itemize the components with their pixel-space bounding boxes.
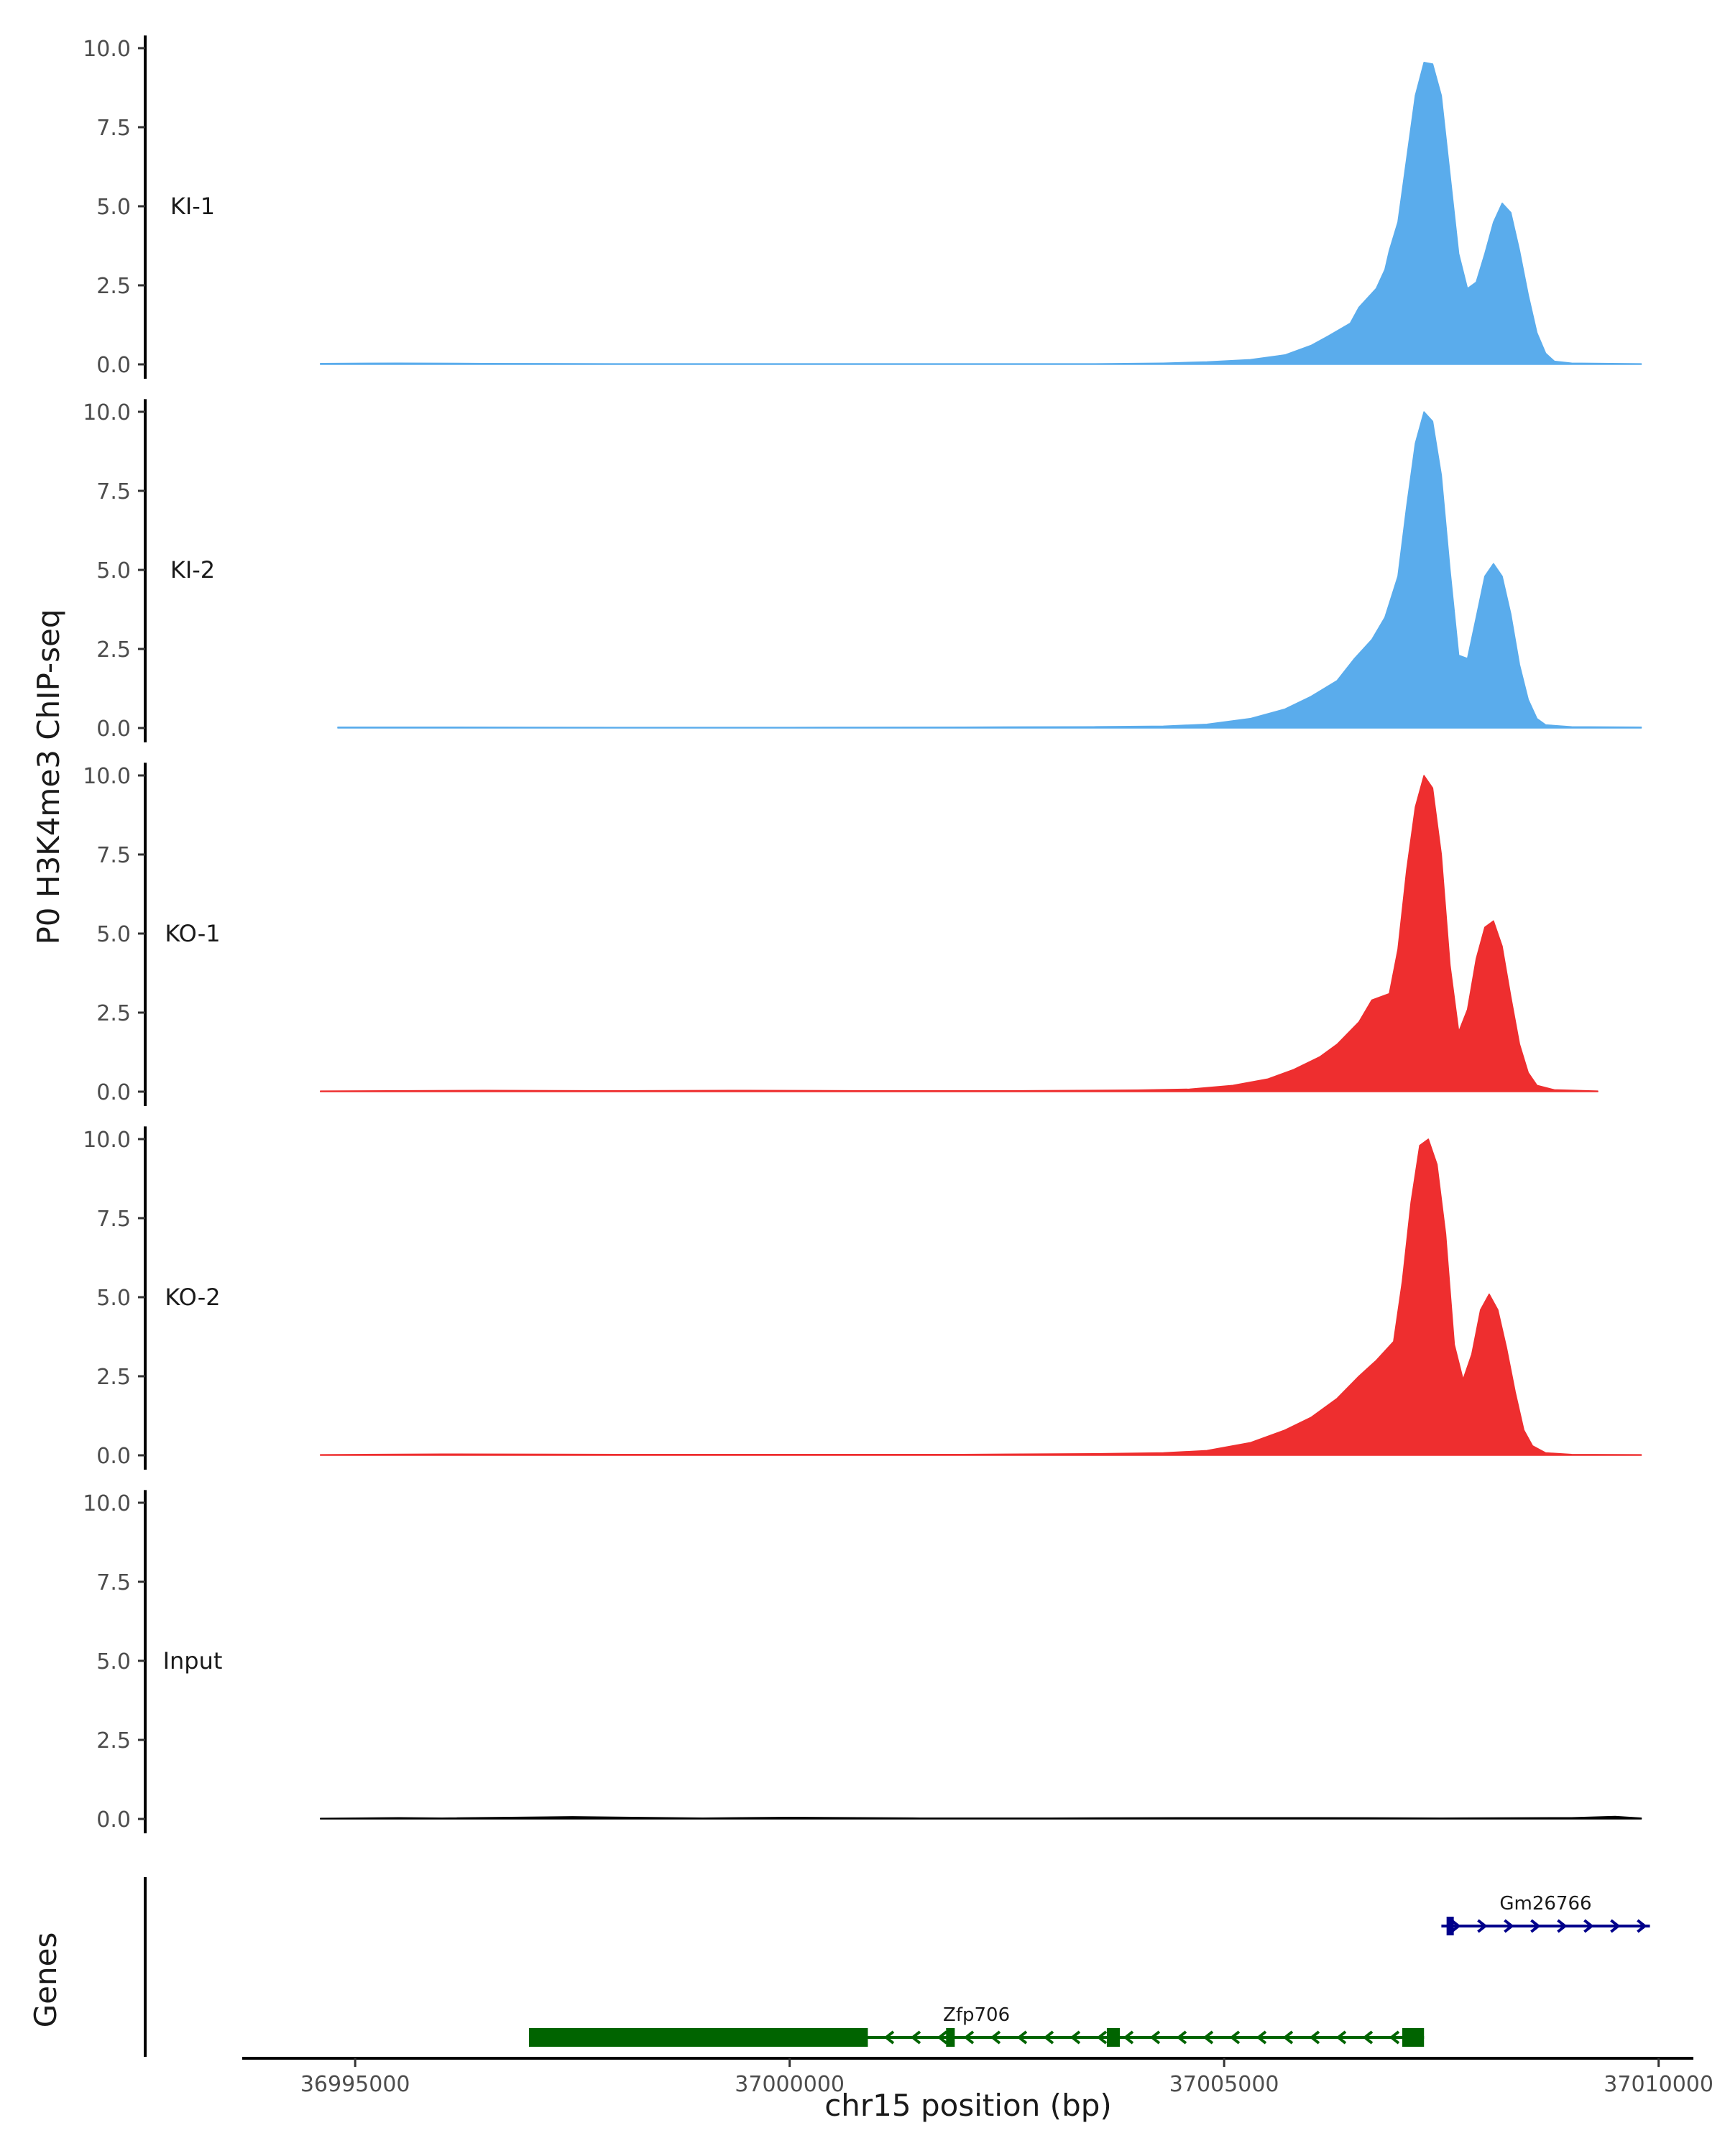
coverage-area-ko-1	[320, 775, 1598, 1092]
y-tick-label: 5.0	[96, 1286, 131, 1311]
y-tick-label: 10.0	[83, 1128, 131, 1153]
strand-arrow	[910, 2030, 921, 2045]
track-label: KI-1	[170, 193, 215, 220]
y-tick-label: 2.5	[96, 637, 131, 663]
track-ko-1: 0.0 2.5 5.0 7.5 10.0 KO-1	[83, 763, 1598, 1106]
x-axis-title: chr15 position (bp)	[824, 2088, 1112, 2123]
y-tick-label: 0.0	[96, 353, 131, 378]
track-label: KO-1	[165, 920, 220, 947]
gene-exon	[528, 2028, 868, 2047]
track-input: 0.0 2.5 5.0 7.5 10.0 Input	[83, 1490, 1642, 1833]
genes-panel: Genes Zfp706 Gm26766	[28, 1877, 1650, 2057]
x-axis: chr15 position (bp) 36995000 37000000 3700…	[242, 2057, 1714, 2123]
gene-zfp706: Zfp706	[528, 2004, 1425, 2047]
x-tick-label: 36995000	[300, 2072, 410, 2097]
y-tick-label: 7.5	[96, 116, 131, 141]
track-label: KI-2	[170, 556, 215, 584]
strand-arrow	[1557, 1919, 1568, 1933]
gene-label: Gm26766	[1499, 1893, 1591, 1915]
y-tick-label: 5.0	[96, 558, 131, 584]
y-tick-label: 2.5	[96, 1728, 131, 1754]
y-tick-label: 7.5	[96, 479, 131, 505]
strand-arrow	[1530, 1919, 1541, 1933]
strand-arrow	[1504, 1919, 1514, 1933]
y-tick-label: 10.0	[83, 1491, 131, 1516]
x-tick-label: 37010000	[1604, 2072, 1714, 2097]
track-ko-2: 0.0 2.5 5.0 7.5 10.0 KO-2	[83, 1126, 1642, 1470]
coverage-tracks: 0.0 2.5 5.0 7.5 10.0 KI-1 0.0 2.5 5.0 7.5 10.0 KI-2…	[83, 35, 1642, 1833]
strand-arrow	[1229, 2030, 1241, 2045]
strand-arrow	[1282, 2030, 1294, 2045]
strand-arrow	[963, 2030, 975, 2045]
strand-arrow	[1016, 2030, 1028, 2045]
y-tick-label: 10.0	[83, 764, 131, 789]
strand-arrow	[1450, 1919, 1461, 1933]
y-tick-label: 5.0	[96, 195, 131, 220]
strand-arrow	[1610, 1919, 1621, 1933]
y-tick-label: 5.0	[96, 922, 131, 947]
strand-arrow	[1335, 2030, 1347, 2045]
strand-arrow	[1637, 1919, 1647, 1933]
strand-arrow	[1202, 2030, 1214, 2045]
y-tick-label: 2.5	[96, 274, 131, 299]
track-label: Input	[163, 1647, 223, 1674]
strand-arrow	[1309, 2030, 1320, 2045]
strand-arrow	[1149, 2030, 1161, 2045]
y-tick-label: 7.5	[96, 1570, 131, 1595]
coverage-area-ko-2	[320, 1138, 1642, 1456]
y-tick-label: 5.0	[96, 1649, 131, 1674]
y-tick-label: 2.5	[96, 1365, 131, 1390]
y-tick-label: 2.5	[96, 1001, 131, 1026]
strand-arrow	[1583, 1919, 1594, 1933]
strand-arrow	[990, 2030, 1001, 2045]
y-tick-label: 0.0	[96, 1807, 131, 1833]
strand-arrow	[1362, 2030, 1374, 2045]
y-tick-label: 7.5	[96, 843, 131, 868]
coverage-area-ki-2	[337, 411, 1642, 729]
gene-exon	[1402, 2028, 1425, 2047]
strand-arrow	[1256, 2030, 1267, 2045]
strand-arrow	[883, 2030, 895, 2045]
x-tick-label: 37005000	[1169, 2072, 1279, 2097]
strand-arrow	[1096, 2030, 1108, 2045]
strand-arrow	[1123, 2030, 1134, 2045]
strand-arrow	[1043, 2030, 1054, 2045]
strand-arrow	[937, 2030, 948, 2045]
track-label: KO-2	[165, 1284, 220, 1311]
coverage-area-input	[320, 1815, 1642, 1820]
gene-exon	[1106, 2028, 1121, 2047]
y-tick-label: 0.0	[96, 1444, 131, 1469]
genes-track-title: Genes	[28, 1932, 63, 2028]
y-tick-label: 0.0	[96, 1080, 131, 1105]
y-tick-label: 0.0	[96, 717, 131, 742]
gene-exon	[946, 2028, 955, 2047]
y-tick-label: 7.5	[96, 1207, 131, 1232]
gene-gm26766: Gm26766	[1441, 1893, 1650, 1935]
y-tick-label: 10.0	[83, 37, 131, 62]
y-axis-title: P0 H3K4me3 ChIP-seq	[31, 609, 66, 944]
track-ki-2: 0.0 2.5 5.0 7.5 10.0 KI-2	[83, 399, 1642, 742]
strand-arrow	[1477, 1919, 1488, 1933]
x-tick-label: 37000000	[735, 2072, 845, 2097]
y-tick-label: 10.0	[83, 400, 131, 425]
gene-label: Zfp706	[943, 2004, 1010, 2026]
strand-arrow	[1070, 2030, 1081, 2045]
coverage-area-ki-1	[320, 62, 1642, 365]
strand-arrow	[1389, 2030, 1400, 2045]
gene-exon	[1446, 1917, 1454, 1935]
track-ki-1: 0.0 2.5 5.0 7.5 10.0 KI-1	[83, 35, 1642, 379]
strand-arrow	[1176, 2030, 1187, 2045]
